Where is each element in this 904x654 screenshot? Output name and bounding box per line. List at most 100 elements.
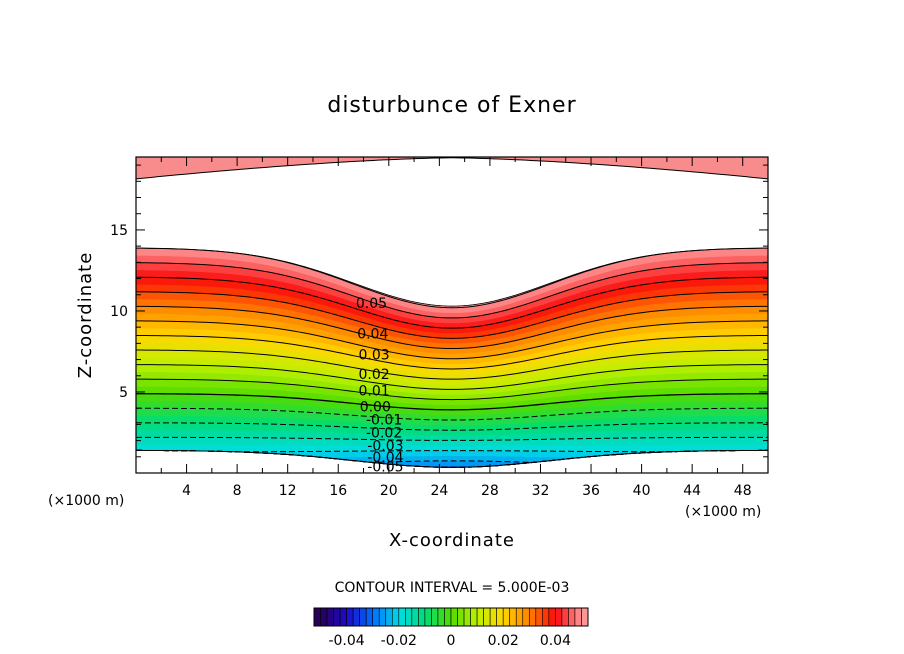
contour-label: 0.04	[357, 327, 388, 343]
contour-label: 0.01	[359, 383, 390, 399]
colorbar-cell	[483, 607, 491, 627]
colorbar-cell	[365, 607, 374, 627]
contour-line	[136, 349, 768, 380]
colorbar-cell	[489, 607, 497, 627]
y-tick-label: 10	[110, 304, 128, 320]
x-tick-label: 28	[481, 483, 499, 499]
contour-label: -0.02	[366, 426, 402, 442]
y-tick-label: 15	[110, 223, 128, 239]
colorbar-cell	[359, 607, 367, 627]
x-tick-label: 48	[734, 483, 752, 499]
colorbar-cell	[561, 607, 569, 627]
contour-line	[136, 320, 768, 360]
colorbar-cell	[509, 607, 517, 627]
contour-line	[136, 276, 768, 329]
upper-region-contour	[136, 157, 768, 180]
x-tick-label: 4	[182, 483, 191, 499]
colorbar-cell	[346, 607, 354, 627]
x-unit-left: (×1000 m)	[48, 493, 124, 509]
colorbar-cell	[496, 607, 504, 627]
contour-line	[136, 262, 768, 319]
y-axis-title: Z-coordinate	[75, 252, 96, 379]
contour-line	[136, 378, 768, 401]
colorbar-cell	[320, 607, 328, 627]
colorbar-cell	[333, 607, 341, 627]
colorbar-cell	[444, 607, 452, 627]
x-tick-label: 44	[683, 483, 701, 499]
colorbar-tick-label: -0.04	[328, 633, 364, 649]
colorbar-tick-labels: -0.04 -0.02 0 0.02 0.04	[328, 633, 571, 649]
colorbar-tick-label: 0.04	[540, 633, 571, 649]
colorbar-cell	[581, 607, 589, 627]
contour-label: 0.00	[360, 400, 391, 416]
x-unit-right: (×1000 m)	[685, 504, 761, 520]
x-tick-label: 16	[329, 483, 347, 499]
upper-region	[136, 157, 768, 179]
colorbar-cell	[463, 607, 471, 627]
colorbar-cell	[313, 607, 321, 627]
contour-label: 0.05	[356, 296, 387, 312]
colorbar-cell	[555, 607, 563, 627]
colorbar-cell	[457, 607, 465, 627]
colorbar-cell	[528, 607, 537, 627]
x-tick-label: 32	[532, 483, 550, 499]
colorbar-cell	[535, 607, 543, 627]
colorbar-cell	[326, 607, 334, 627]
colorbar-frame	[313, 607, 589, 627]
contour-line	[136, 305, 768, 350]
colorbar-cell	[411, 607, 419, 627]
contour-label: -0.03	[367, 439, 403, 455]
contour-label: -0.04	[367, 450, 403, 466]
colorbar-cell	[378, 607, 387, 627]
contour-label: 0.03	[359, 348, 390, 364]
contour-lines	[136, 157, 768, 468]
colorbar-tick-label: 0	[447, 633, 456, 649]
x-axis: 4 8 12 16 20 24 28 32 36 40 44 48	[160, 157, 752, 499]
colorbar-cell	[398, 607, 406, 627]
contour-interval-text: CONTOUR INTERVAL = 5.000E-03	[335, 580, 570, 596]
colorbar-cell	[568, 607, 576, 627]
colorbar-cell	[476, 607, 484, 627]
contour-line	[136, 393, 768, 411]
contour-label: 0.02	[359, 367, 390, 383]
contour-line	[136, 364, 768, 390]
chart-title: disturbunce of Exner	[327, 93, 576, 118]
colorbar-cell	[339, 607, 347, 627]
y-axis: 5 10 15	[110, 164, 768, 458]
colorbar-cell	[437, 607, 445, 627]
colorbar-cell	[515, 607, 524, 627]
contour-line	[136, 407, 768, 421]
colorbar-cell	[542, 607, 550, 627]
contour-label: -0.01	[366, 413, 402, 429]
colorbar-cell	[431, 607, 439, 627]
colorbar	[313, 607, 589, 627]
colorbar-tick-label: -0.02	[381, 633, 417, 649]
x-tick-label: 40	[633, 483, 651, 499]
x-tick-label: 24	[430, 483, 448, 499]
colorbar-cell	[502, 607, 511, 627]
colorbar-cell	[385, 607, 393, 627]
colorbar-cell	[470, 607, 478, 627]
contour-line	[136, 334, 768, 370]
colorbar-cell	[391, 607, 400, 627]
colorbar-cell	[522, 607, 530, 627]
colorbar-tick-label: 0.02	[488, 633, 519, 649]
x-tick-label: 20	[380, 483, 398, 499]
x-tick-label: 8	[233, 483, 242, 499]
plot-frame	[135, 156, 769, 474]
y-tick-label: 5	[119, 385, 128, 401]
contour-line	[136, 422, 768, 431]
filled-contours	[136, 157, 768, 468]
x-tick-label: 12	[279, 483, 297, 499]
colorbar-cell	[352, 607, 360, 627]
contour-line-top	[136, 247, 768, 307]
colorbar-cell	[450, 607, 458, 627]
colorbar-cell	[574, 607, 582, 627]
ground-surface	[136, 449, 768, 468]
colorbar-cell	[372, 607, 380, 627]
colorbar-cell	[405, 607, 413, 627]
x-axis-title: X-coordinate	[389, 530, 515, 551]
contour-line	[136, 291, 768, 339]
colorbar-cell	[418, 607, 426, 627]
